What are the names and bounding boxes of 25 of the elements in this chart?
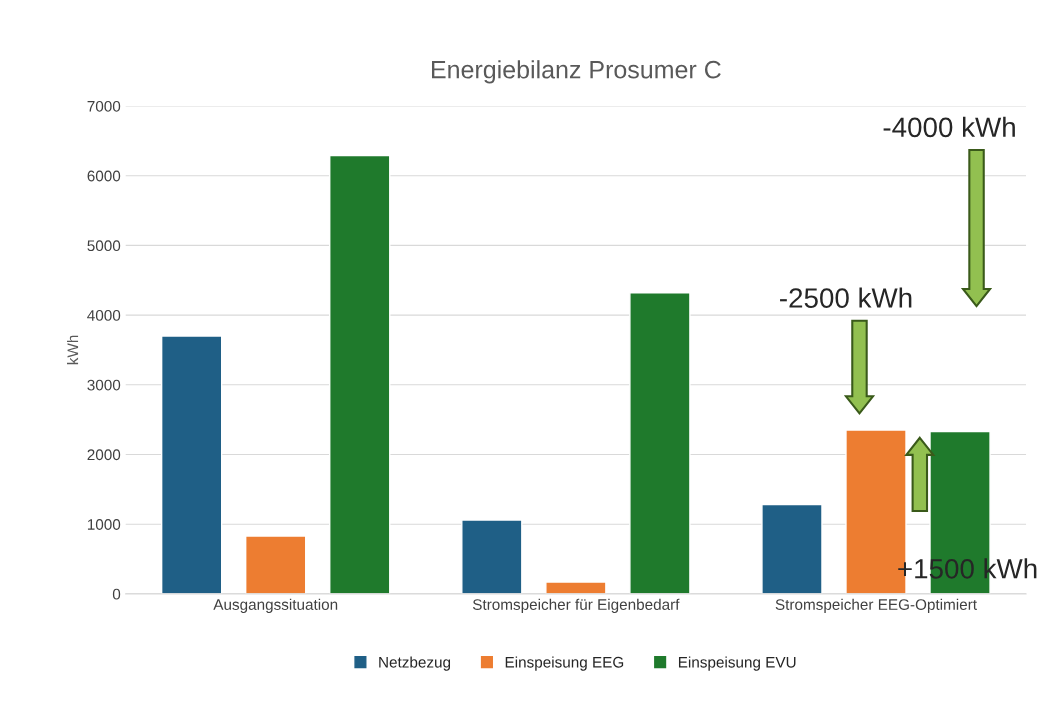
x-tick-label: Ausgangssituation: [213, 598, 338, 613]
legend-label: Einspeisung EEG: [505, 656, 624, 671]
y-tick-label: 5000: [87, 240, 121, 252]
bar: [245, 535, 307, 594]
annotation: -2500 kWh: [780, 287, 912, 308]
y-tick-label: 2000: [87, 449, 121, 461]
x-tick-label: Stromspeicher EEG-Optimiert: [775, 598, 977, 613]
y-tick-label: 7000: [87, 100, 121, 112]
chart-title: Energiebilanz Prosumer C: [432, 60, 721, 84]
y-axis-title: kWh: [67, 335, 79, 365]
bar: [629, 292, 691, 594]
legend-label: Netzbezug: [379, 656, 451, 671]
bar: [160, 335, 223, 594]
bar: [761, 503, 823, 594]
x-tick-label: Stromspeicher für Eigenbedarf: [472, 598, 680, 613]
bar: [329, 154, 391, 594]
annotation: -4000 kWh: [883, 116, 1015, 138]
bar: [545, 581, 607, 594]
y-tick-label: 4000: [87, 309, 121, 321]
y-tick-label: 3000: [87, 379, 121, 391]
y-tick-label: 1000: [87, 519, 121, 530]
bar: [461, 519, 523, 594]
y-tick-label: 0: [112, 588, 121, 600]
legend-label: Einspeisung EVU: [678, 656, 796, 671]
y-tick-label: 6000: [87, 170, 121, 182]
